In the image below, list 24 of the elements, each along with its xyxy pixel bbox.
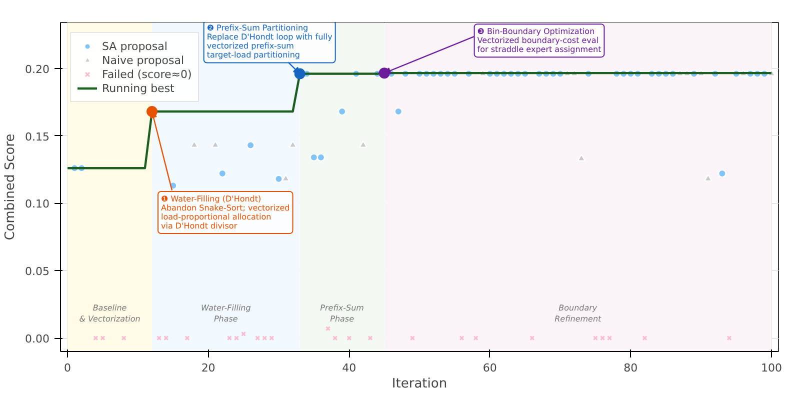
annotation: ❸ Bin-Boundary Optimization Vectorized boundary-cost eval for straddle expert assignment: [477, 27, 602, 54]
band-label: Water-Filling Phase: [201, 304, 251, 324]
legend-label: Failed (score≈0): [102, 67, 192, 81]
annotation: ❷ Prefix-Sum Partitioning Replace D'Hondt loop with fully vectorized prefix-sum target-load partitioning: [206, 24, 333, 60]
band-label: Prefix-Sum Phase: [320, 304, 364, 324]
x-tick-label: 20: [201, 362, 216, 374]
annotation: ❶ Water-Filling (D'Hondt) Abandon Snake-Sort; vectorized load-proportional allocation via D'Hondt divisor: [161, 194, 290, 230]
y-tick-label: 0.05: [25, 265, 50, 278]
x-axis-title: Iteration: [392, 376, 448, 392]
band-label: Boundary Refinement: [554, 304, 602, 324]
x-tick-label: 0: [64, 362, 72, 374]
y-axis-title: Combined Score: [3, 134, 18, 240]
x-tick-label: 100: [760, 362, 782, 374]
y-tick-label: 0.10: [25, 198, 50, 211]
x-tick-label: 60: [482, 362, 497, 374]
band-label: Baseline & Vectorization: [79, 304, 140, 324]
legend-label: Running best: [102, 81, 174, 95]
y-tick-label: 0.00: [25, 332, 50, 346]
y-tick-label: 0.15: [25, 130, 50, 144]
x-tick-label: 40: [342, 362, 356, 374]
x-tick-label: 80: [624, 362, 638, 374]
y-tick-label: 0.20: [25, 62, 50, 76]
legend-label: Naive proposal: [102, 53, 184, 67]
legend-label: SA proposal: [102, 39, 168, 53]
